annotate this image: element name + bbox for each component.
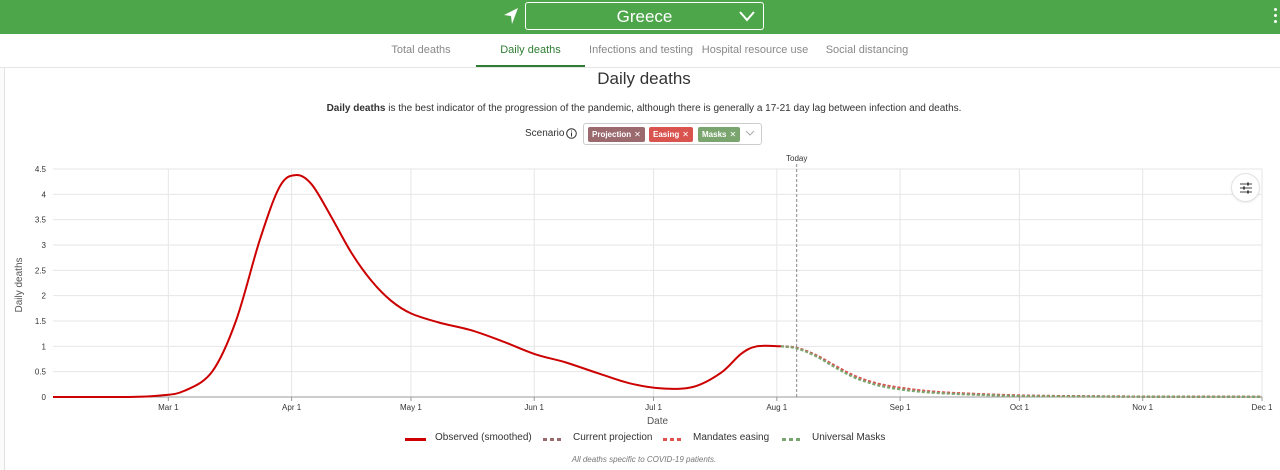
y-tick-label: 4	[42, 190, 47, 199]
x-tick-label: Jul 1	[645, 403, 662, 412]
y-axis-title: Daily deaths	[14, 257, 25, 312]
description-text: is the best indicator of the progression…	[385, 103, 962, 114]
description-bold: Daily deaths	[326, 103, 386, 114]
y-tick-label: 4.5	[35, 165, 47, 174]
y-tick-label: 0	[42, 393, 47, 402]
x-tick-label: Jun 1	[524, 403, 544, 412]
chip-label: Easing	[653, 130, 680, 139]
y-tick-label: 2.5	[35, 266, 47, 275]
legend-swatch	[782, 438, 803, 441]
scroll-gutter	[0, 68, 5, 470]
country-label: Greece	[616, 7, 673, 26]
y-tick-label: 3	[42, 241, 47, 250]
chip-label: Masks	[702, 130, 727, 139]
scenario-chip-masks[interactable]: Masks ✕	[698, 127, 741, 142]
y-tick-label: 3.5	[35, 216, 47, 225]
tab-total-deaths[interactable]: Total deaths	[391, 44, 451, 56]
x-tick-label: Apr 1	[282, 403, 302, 412]
chart-options-button[interactable]	[1231, 173, 1260, 202]
remove-icon[interactable]: ✕	[682, 130, 689, 139]
today-label: Today	[786, 154, 807, 163]
x-tick-label: Sep 1	[890, 403, 911, 412]
x-tick-label: Mar 1	[158, 403, 179, 412]
series-line-observed-smoothed	[53, 174, 781, 398]
chart-footnote: All deaths specific to COVID-19 patients…	[571, 455, 717, 464]
scenario-label: Scenario	[525, 128, 565, 139]
sliders-icon	[1240, 182, 1252, 194]
y-tick-label: 2	[42, 292, 47, 301]
tab-daily-deaths[interactable]: Daily deaths	[476, 34, 585, 67]
chevron-down-icon[interactable]	[745, 130, 755, 137]
legend-swatch	[543, 438, 564, 441]
location-arrow-icon[interactable]	[503, 7, 519, 25]
legend-swatch	[405, 438, 426, 441]
scenario-select[interactable]: Projection ✕ Easing ✕ Masks ✕	[583, 123, 762, 145]
legend-label: Observed (smoothed)	[435, 432, 532, 443]
top-bar: Greece	[0, 0, 1280, 34]
chart-legend: Observed (smoothed) Current projection M…	[0, 432, 1280, 446]
tab-bar: Total deaths Daily deaths Infections and…	[0, 34, 1280, 68]
legend-swatch	[663, 438, 684, 441]
page-description: Daily deaths is the best indicator of th…	[0, 103, 1280, 114]
page-title: Daily deaths	[597, 69, 691, 88]
tab-infections-testing[interactable]: Infections and testing	[589, 44, 693, 56]
daily-deaths-chart: 0 0.5 1 1.5 2 2.5 3 3.5 4 4.5 Mar 1 Apr 1 May 1 Jun 1…	[14, 154, 1273, 427]
tab-hospital-resource-use[interactable]: Hospital resource use	[701, 44, 809, 56]
more-menu-icon[interactable]	[1274, 8, 1278, 26]
x-tick-label: Aug 1	[766, 403, 787, 412]
legend-label: Current projection	[573, 432, 653, 443]
y-tick-label: 1	[42, 342, 47, 351]
scenario-chip-easing[interactable]: Easing ✕	[649, 127, 693, 142]
legend-label: Universal Masks	[812, 432, 886, 443]
legend-label: Mandates easing	[693, 432, 770, 443]
x-tick-label: May 1	[400, 403, 422, 412]
x-axis-title: Date	[647, 416, 669, 427]
country-select[interactable]: Greece	[525, 2, 764, 30]
x-tick-label: Oct 1	[1010, 403, 1030, 412]
tab-social-distancing[interactable]: Social distancing	[825, 44, 909, 56]
scenario-chip-projection[interactable]: Projection ✕	[588, 127, 645, 142]
x-tick-label: Nov 1	[1132, 403, 1153, 412]
remove-icon[interactable]: ✕	[634, 130, 641, 139]
y-tick-label: 1.5	[35, 317, 47, 326]
chevron-down-icon	[739, 11, 755, 22]
info-icon[interactable]	[566, 128, 577, 139]
y-tick-label: 0.5	[35, 368, 47, 377]
remove-icon[interactable]: ✕	[729, 130, 737, 139]
x-tick-label: Dec 1	[1252, 403, 1273, 412]
series-line-universal-masks	[780, 345, 1263, 398]
chip-label: Projection	[592, 130, 632, 139]
